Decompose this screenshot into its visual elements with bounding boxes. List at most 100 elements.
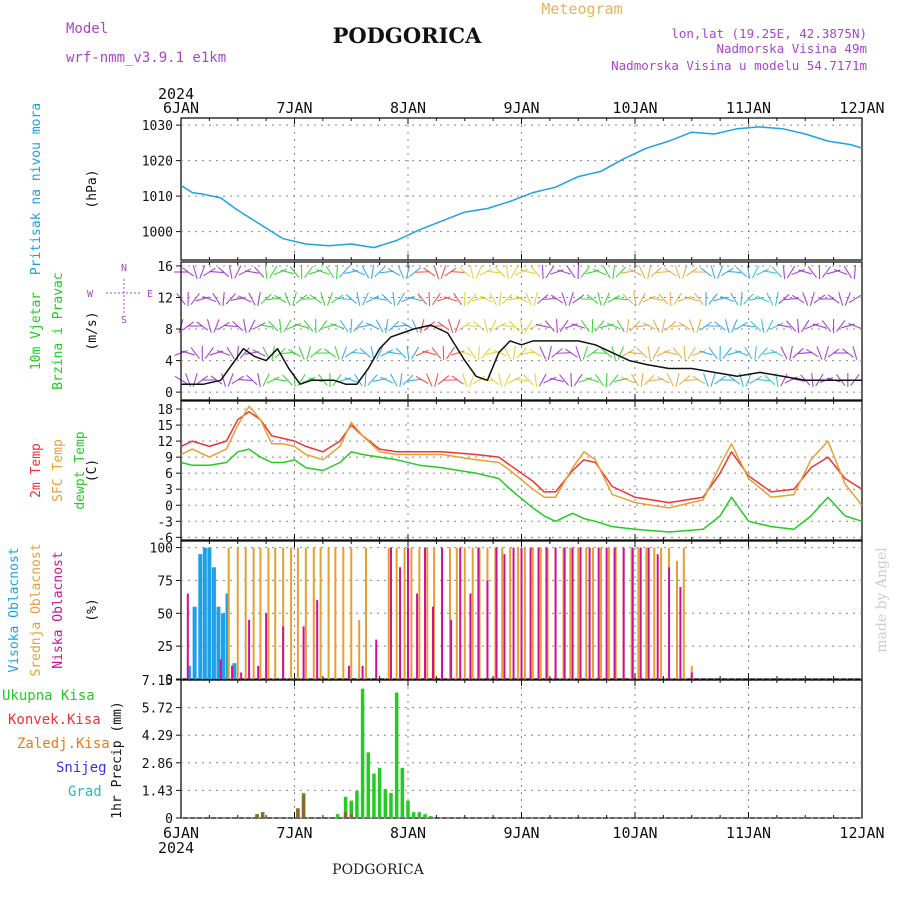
bar [640,548,642,679]
wind-barb [685,297,698,301]
wind-barb [270,266,277,278]
ylabel: Brzina i Pravac [51,272,66,389]
y-tick-label: 1010 [142,190,173,205]
wind-barb [798,352,812,353]
bar [282,626,284,679]
wind-barb [337,265,338,279]
bar [193,607,197,679]
wind-barb [545,321,554,332]
wind-barb [305,266,313,277]
x-tick-label-top: 8JAN [390,99,426,117]
wind-barb [562,292,567,305]
wind-barb [593,269,606,274]
wind-barb [412,347,419,359]
wind-barb [525,320,532,332]
wind-barb [380,377,393,383]
wind-barb [283,375,293,385]
bar [375,640,377,679]
elevation-text: Nadmorska Visina 49m [716,41,867,56]
wind-barb [711,265,715,279]
y-tick-label: -3 [157,515,173,530]
wind-barb [422,351,436,354]
wind-barb [569,292,573,305]
wind-barb [684,346,685,360]
wind-barb [834,269,847,274]
wind-barb [607,323,620,328]
page-title: PODGORICA [333,23,483,48]
coordinates-text: lon,lat (19.25E, 42.3875N) [671,26,867,41]
wind-barb [245,271,259,273]
wind-barb [543,377,556,383]
wind-barb [641,373,643,387]
bar [589,548,591,679]
wind-barb [229,265,232,279]
wind-barb [522,270,536,273]
wind-barb [790,346,793,360]
wind-barb [340,320,348,332]
bar [517,548,519,679]
wind-barb [441,265,446,278]
bar [237,548,239,679]
wind-barb [368,375,377,386]
ylabel: 2m Temp [29,443,44,498]
wind-barb [543,299,557,300]
wind-barb [351,353,365,354]
wind-barb [817,346,822,359]
wind-barb [416,350,429,355]
bar [245,548,247,679]
wind-barb [688,347,696,359]
wind-barb [772,267,781,277]
x-tick-label-top: 10JAN [612,99,657,117]
ylabel: Visoka Oblacnost [7,547,22,672]
bar [302,795,306,818]
bar [367,752,371,818]
bar [416,594,418,679]
bar [350,814,354,818]
wind-barb [531,267,540,278]
wind-barb [781,347,787,360]
y-tick-label: 100 [150,542,173,557]
wind-barb [455,319,460,332]
wind-barb [504,347,511,359]
wind-barb [238,379,252,380]
wind-barb [653,320,659,333]
bar [406,801,410,818]
bar [342,548,344,679]
y-tick-label: 4 [165,355,173,370]
bar [530,548,532,679]
wind-barb [792,269,805,274]
wind-barb [273,379,287,381]
wind-barb [506,265,508,279]
wind-barb [767,293,773,306]
bar [399,567,401,679]
wind-barb [299,347,304,360]
wind-barb [546,266,554,278]
y-tick-label: 9 [165,451,173,466]
wind-barb [787,266,794,278]
wind-barb [565,324,578,329]
wind-barb [644,375,654,385]
wind-barb [412,320,417,333]
bar [257,666,259,679]
bar [600,548,602,679]
wind-barb [609,375,618,386]
bar [648,548,650,679]
wind-barb [362,266,369,278]
wind-barb [207,319,211,332]
wind-barb [616,267,626,277]
wind-barb [786,321,795,331]
wind-barb [604,293,609,306]
bar [355,791,359,818]
bar [623,548,625,679]
wind-barb [434,265,438,278]
wind-barb [373,298,387,300]
x-tick-label-top: 9JAN [503,99,539,117]
ylabel: 10m Vjetar [29,292,44,370]
wind-barb [534,292,537,306]
wind-barb [567,266,575,277]
wind-barb [467,294,476,305]
wind-barb [621,377,634,382]
bar [653,548,655,679]
wind-barb [711,373,715,386]
